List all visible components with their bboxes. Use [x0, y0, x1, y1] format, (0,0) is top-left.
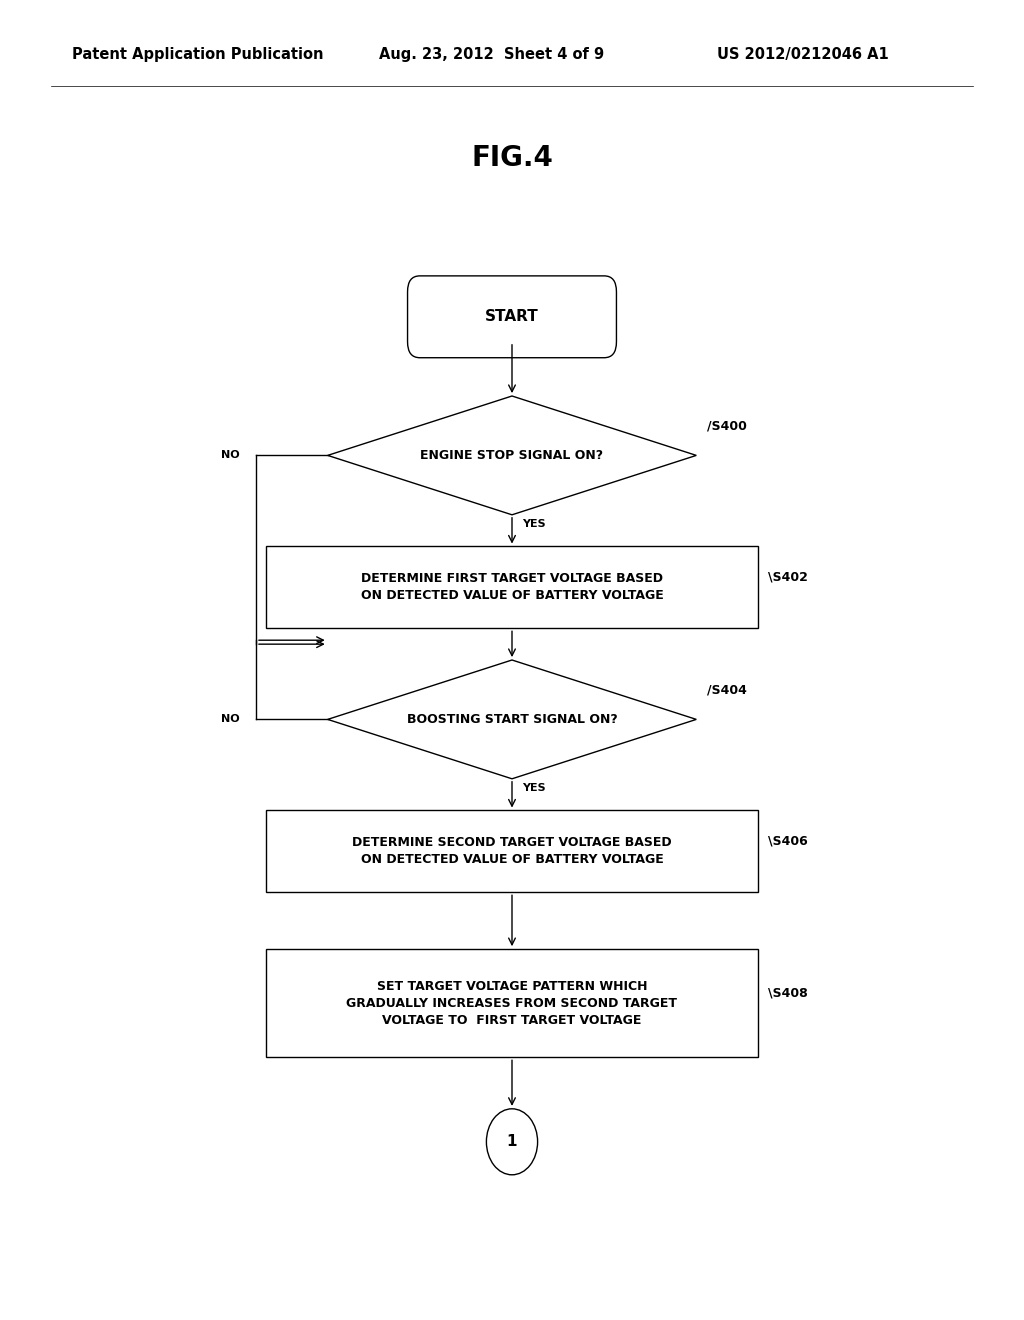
Text: \S408: \S408 — [768, 986, 808, 999]
Polygon shape — [328, 396, 696, 515]
Text: YES: YES — [522, 783, 546, 793]
Text: US 2012/0212046 A1: US 2012/0212046 A1 — [717, 48, 889, 62]
Bar — [266, 546, 758, 628]
Text: Aug. 23, 2012  Sheet 4 of 9: Aug. 23, 2012 Sheet 4 of 9 — [379, 48, 604, 62]
Text: NO: NO — [221, 714, 240, 725]
Text: ENGINE STOP SIGNAL ON?: ENGINE STOP SIGNAL ON? — [421, 449, 603, 462]
Text: NO: NO — [221, 450, 240, 461]
Text: \S402: \S402 — [768, 570, 808, 583]
Text: YES: YES — [522, 519, 546, 529]
Text: Patent Application Publication: Patent Application Publication — [72, 48, 324, 62]
Text: SET TARGET VOLTAGE PATTERN WHICH
GRADUALLY INCREASES FROM SECOND TARGET
VOLTAGE : SET TARGET VOLTAGE PATTERN WHICH GRADUAL… — [346, 979, 678, 1027]
Bar — [266, 949, 758, 1057]
Text: /S404: /S404 — [707, 684, 746, 696]
Text: /S400: /S400 — [707, 420, 746, 432]
Text: FIG.4: FIG.4 — [471, 144, 553, 173]
Text: DETERMINE FIRST TARGET VOLTAGE BASED
ON DETECTED VALUE OF BATTERY VOLTAGE: DETERMINE FIRST TARGET VOLTAGE BASED ON … — [360, 573, 664, 602]
FancyBboxPatch shape — [408, 276, 616, 358]
Text: DETERMINE SECOND TARGET VOLTAGE BASED
ON DETECTED VALUE OF BATTERY VOLTAGE: DETERMINE SECOND TARGET VOLTAGE BASED ON… — [352, 837, 672, 866]
Bar — [266, 810, 758, 892]
Polygon shape — [328, 660, 696, 779]
Text: BOOSTING START SIGNAL ON?: BOOSTING START SIGNAL ON? — [407, 713, 617, 726]
Text: \S406: \S406 — [768, 834, 808, 847]
Circle shape — [486, 1109, 538, 1175]
Text: 1: 1 — [507, 1134, 517, 1150]
Text: START: START — [485, 309, 539, 325]
